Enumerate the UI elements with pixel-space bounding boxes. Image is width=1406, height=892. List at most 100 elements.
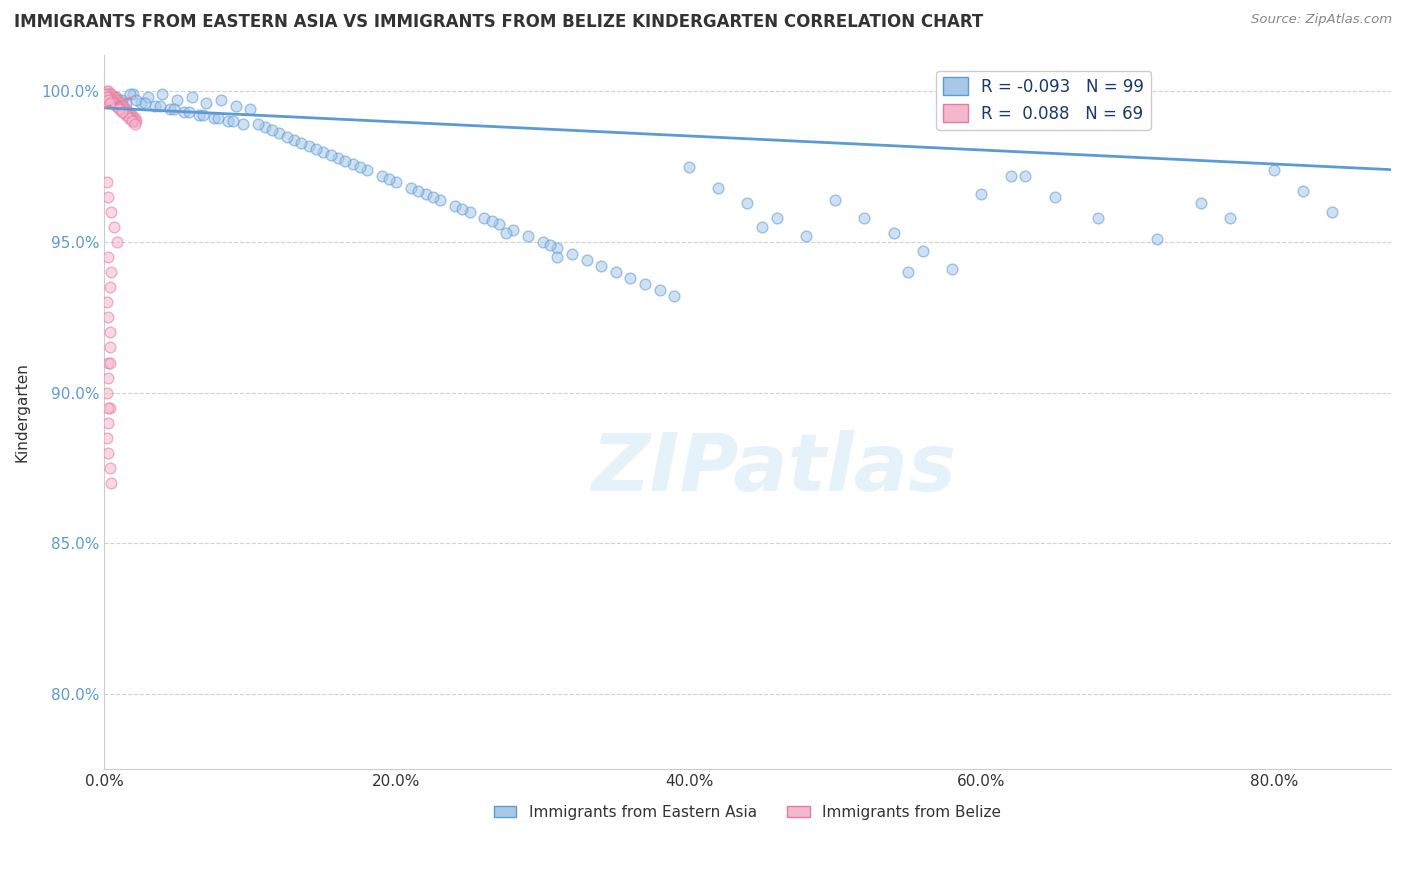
Point [136, 90, 159, 104]
Point [98, 280, 121, 294]
Point [152, 87, 174, 102]
Point [115, 96, 138, 111]
Point [148, 99, 170, 113]
Point [96, 175, 118, 189]
Point [107, 103, 129, 117]
Point [634, 277, 657, 292]
Point [114, 103, 136, 117]
Point [1146, 232, 1168, 246]
Point [101, 90, 124, 104]
Point [134, 96, 156, 111]
Point [108, 96, 131, 111]
Point [115, 103, 138, 117]
Point [104, 99, 127, 113]
Point [319, 147, 342, 161]
Point [1000, 169, 1022, 183]
Point [105, 235, 128, 249]
Point [122, 112, 145, 126]
Point [481, 214, 503, 228]
Point [101, 90, 124, 104]
Point [451, 202, 474, 216]
Point [115, 108, 138, 122]
Point [429, 193, 451, 207]
Point [349, 160, 371, 174]
Point [96, 295, 118, 310]
Point [97, 250, 120, 264]
Point [96, 431, 118, 445]
Point [94, 87, 117, 102]
Point [100, 93, 122, 107]
Point [121, 108, 143, 122]
Point [173, 105, 195, 120]
Point [98, 96, 121, 111]
Point [107, 96, 129, 111]
Point [472, 211, 495, 225]
Point [531, 235, 554, 249]
Point [105, 93, 128, 107]
Point [458, 204, 481, 219]
Point [648, 283, 671, 297]
Point [202, 112, 225, 126]
Point [120, 112, 142, 126]
Point [125, 114, 148, 128]
Point [110, 93, 132, 107]
Point [290, 136, 312, 150]
Point [385, 175, 408, 189]
Point [97, 310, 120, 325]
Point [129, 96, 152, 111]
Point [312, 145, 335, 159]
Point [751, 219, 773, 234]
Point [98, 341, 121, 355]
Point [415, 186, 437, 201]
Point [591, 259, 613, 273]
Point [103, 93, 125, 107]
Point [103, 90, 125, 104]
Point [664, 289, 686, 303]
Point [1292, 184, 1315, 198]
Point [117, 105, 139, 120]
Point [104, 90, 127, 104]
Point [207, 112, 229, 126]
Point [97, 84, 120, 98]
Point [502, 223, 524, 237]
Point [98, 87, 121, 102]
Point [159, 103, 181, 117]
Point [111, 99, 134, 113]
Point [326, 151, 349, 165]
Point [253, 120, 276, 135]
Point [335, 153, 357, 168]
Point [246, 118, 269, 132]
Point [97, 355, 120, 369]
Point [188, 108, 211, 122]
Point [371, 169, 394, 183]
Point [118, 105, 141, 120]
Point [941, 262, 963, 277]
Point [283, 132, 305, 146]
Point [124, 114, 146, 128]
Point [97, 401, 120, 415]
Point [103, 219, 125, 234]
Point [100, 265, 122, 279]
Point [707, 180, 730, 194]
Point [115, 105, 138, 120]
Point [221, 114, 243, 128]
Point [96, 87, 118, 102]
Point [517, 229, 540, 244]
Point [108, 103, 131, 117]
Point [118, 112, 141, 126]
Point [100, 204, 122, 219]
Point [121, 112, 143, 126]
Point [737, 195, 759, 210]
Point [97, 93, 120, 107]
Point [97, 190, 120, 204]
Point [1219, 211, 1241, 225]
Point [1014, 169, 1036, 183]
Point [678, 160, 700, 174]
Point [107, 96, 129, 111]
Point [180, 90, 202, 104]
Point [104, 96, 127, 111]
Point [98, 326, 121, 340]
Point [98, 90, 121, 104]
Point [114, 105, 136, 120]
Point [100, 90, 122, 104]
